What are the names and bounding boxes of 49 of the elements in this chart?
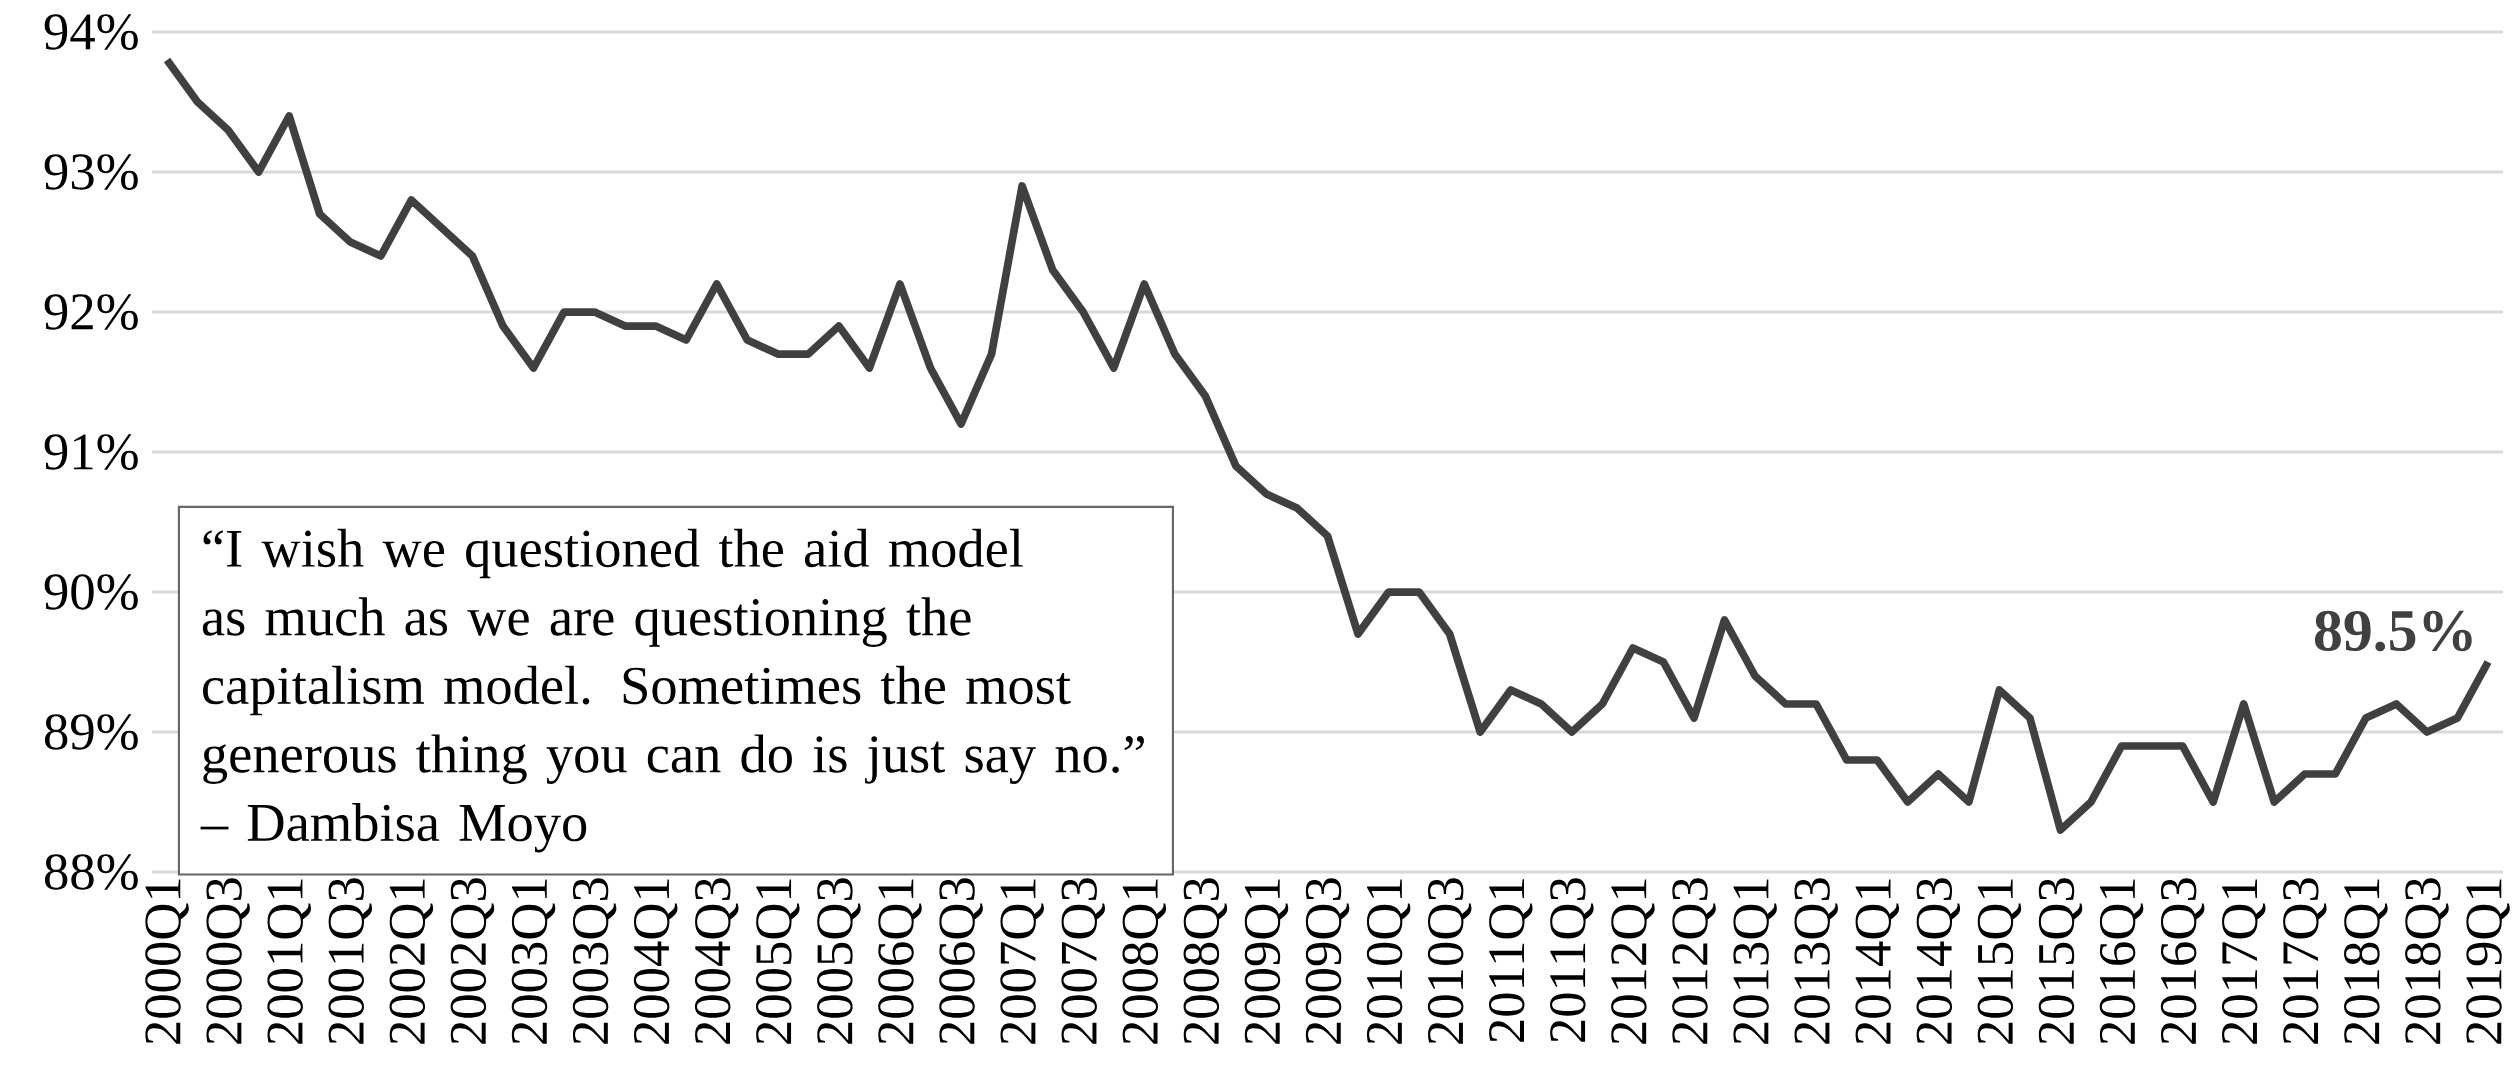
annotation: – Dambisa Moyo — [200, 802, 587, 853]
x-tick-label: 2007Q3 — [1061, 878, 1105, 1044]
annotation: “I wish we questioned the aid model as much as we are questioning the capitalism model. Sometimes the most generous thing you can do is just say no.” — [202, 528, 1144, 784]
x-tick-label: 2004Q1 — [633, 879, 678, 1044]
x-tick-label: 2009Q3 — [1305, 878, 1350, 1044]
x-tick-label: 2002Q1 — [389, 879, 434, 1044]
y-tick-label: 90% — [44, 574, 138, 610]
x-tick-label: 2018Q3 — [2405, 878, 2449, 1044]
x-tick-label: 2008Q1 — [1122, 879, 1167, 1044]
x-tick-label: 2006Q1 — [878, 879, 922, 1044]
y-tick-label: 93% — [44, 154, 138, 190]
x-tick-label: 2000Q1 — [145, 879, 189, 1044]
y-tick-label: 92% — [44, 294, 138, 330]
x-tick-label: 2016Q3 — [2160, 878, 2205, 1044]
x-tick-label: 2010Q1 — [1366, 879, 1411, 1044]
x-tick-label: 2014Q1 — [1855, 879, 1900, 1044]
x-tick-label: 2003Q3 — [572, 878, 617, 1044]
x-tick-label: 2008Q3 — [1183, 878, 1228, 1044]
x-tick-label: 2011Q1 — [1488, 879, 1533, 1042]
x-tick-label: 2005Q1 — [756, 879, 800, 1044]
x-tick-label: 2001Q1 — [267, 879, 311, 1044]
y-tick-label: 94% — [44, 14, 138, 50]
x-tick-label: 2002Q3 — [450, 878, 495, 1044]
x-tick-label: 2017Q3 — [2282, 878, 2327, 1044]
y-tick-label: 88% — [44, 854, 138, 890]
x-tick-label: 2013Q3 — [1794, 878, 1838, 1044]
x-tick-label: 2006Q3 — [939, 878, 983, 1044]
x-tick-label: 2009Q1 — [1244, 879, 1289, 1044]
x-tick-label: 2015Q1 — [1977, 879, 2022, 1044]
x-tick-label: 2004Q3 — [694, 878, 739, 1044]
x-tick-label: 2007Q1 — [1000, 879, 1044, 1044]
x-tick-label: 2016Q1 — [2099, 879, 2144, 1044]
x-tick-label: 2017Q1 — [2221, 879, 2266, 1044]
x-tick-label: 2014Q3 — [1916, 878, 1961, 1044]
x-tick-label: 2019Q1 — [2466, 879, 2510, 1044]
x-tick-label: 2013Q1 — [1733, 879, 1777, 1044]
x-tick-label: 2015Q3 — [2038, 878, 2083, 1044]
x-tick-label: 2012Q3 — [1672, 878, 1716, 1044]
y-tick-label: 89% — [44, 714, 138, 750]
annotation: 89.5% — [2314, 610, 2472, 652]
x-tick-label: 2011Q3 — [1550, 878, 1594, 1042]
x-tick-label: 2018Q1 — [2344, 879, 2388, 1044]
x-tick-label: 2005Q3 — [817, 878, 861, 1044]
x-tick-label: 2003Q1 — [511, 879, 556, 1044]
y-tick-label: 91% — [44, 434, 138, 470]
x-tick-label: 2012Q1 — [1611, 879, 1655, 1044]
x-tick-label: 2000Q3 — [206, 878, 250, 1044]
x-tick-label: 2001Q3 — [328, 878, 373, 1044]
x-tick-label: 2010Q3 — [1427, 878, 1472, 1044]
